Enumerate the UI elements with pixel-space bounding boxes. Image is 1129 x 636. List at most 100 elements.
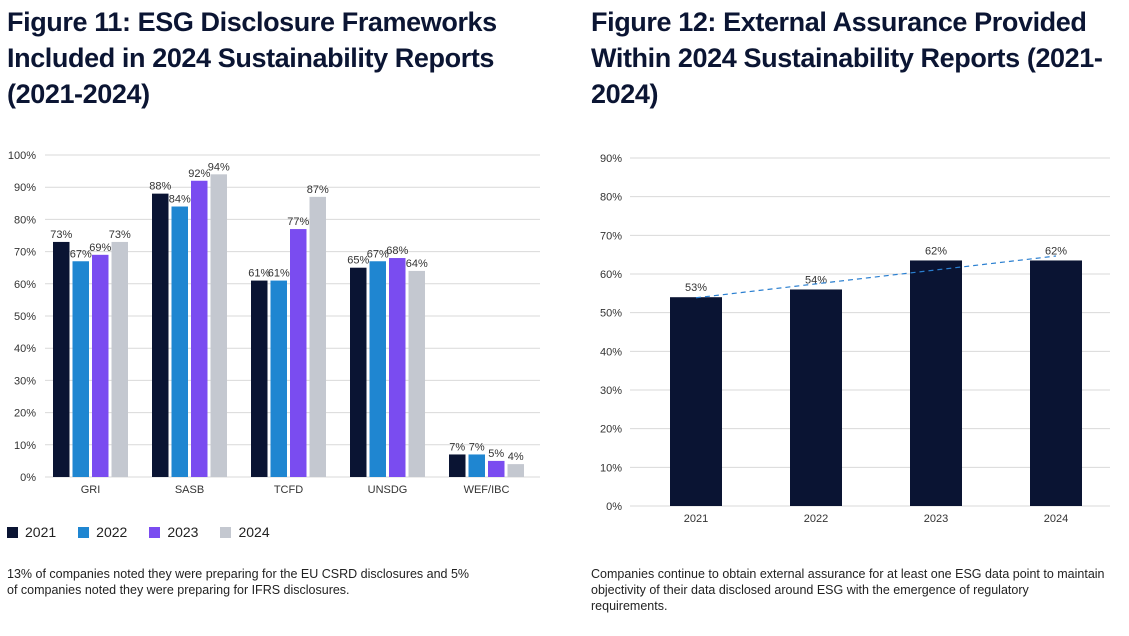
legend-label: 2023 bbox=[167, 524, 199, 540]
bar-tcfd-2023 bbox=[290, 229, 307, 477]
y-tick-label: 20% bbox=[600, 424, 622, 436]
y-tick-label: 10% bbox=[600, 462, 622, 474]
data-label: 61% bbox=[248, 268, 270, 280]
bar-gri-2021 bbox=[53, 241, 70, 477]
data-label: 88% bbox=[149, 181, 171, 193]
y-tick-label: 40% bbox=[14, 343, 36, 355]
figure-11-title: Figure 11: ESG Disclosure Frameworks Inc… bbox=[7, 7, 497, 109]
bar-sasb-2023 bbox=[191, 180, 208, 477]
data-label: 67% bbox=[70, 248, 92, 260]
legend-label: 2021 bbox=[25, 524, 57, 540]
legend-swatch bbox=[7, 526, 18, 538]
x-tick-label: UNSDG bbox=[368, 484, 408, 496]
bar-wefibc-2022 bbox=[468, 454, 485, 477]
figure-12-title: Figure 12: External Assurance Provided W… bbox=[591, 7, 1103, 109]
y-tick-label: 10% bbox=[14, 440, 36, 452]
y-tick-label: 80% bbox=[14, 214, 36, 226]
legend-item-2024: 2024 bbox=[220, 524, 270, 540]
data-label: 62% bbox=[925, 245, 947, 257]
bar-2022 bbox=[790, 289, 842, 506]
data-label: 64% bbox=[406, 258, 428, 270]
data-label: 92% bbox=[188, 168, 210, 180]
bar-wefibc-2023 bbox=[488, 460, 505, 477]
legend-item-2021: 2021 bbox=[7, 524, 56, 540]
x-tick-label: TCFD bbox=[274, 484, 303, 496]
y-tick-label: 70% bbox=[14, 247, 36, 259]
bar-2023 bbox=[910, 260, 962, 506]
y-tick-label: 60% bbox=[600, 269, 622, 281]
data-label: 73% bbox=[50, 229, 72, 241]
y-tick-label: 60% bbox=[14, 279, 36, 291]
figure-11-panel: Figure 11: ESG Disclosure Frameworks Inc… bbox=[0, 0, 560, 636]
y-tick-label: 70% bbox=[600, 230, 622, 242]
data-label: 84% bbox=[169, 194, 191, 206]
bar-wefibc-2024 bbox=[507, 464, 524, 477]
bar-sasb-2024 bbox=[210, 174, 227, 477]
bar-tcfd-2024 bbox=[309, 196, 326, 478]
data-label: 69% bbox=[89, 242, 111, 254]
x-tick-label: GRI bbox=[81, 484, 101, 496]
y-tick-label: 0% bbox=[606, 501, 622, 513]
data-label: 94% bbox=[208, 161, 230, 173]
bar-tcfd-2021 bbox=[251, 280, 268, 477]
data-label: 61% bbox=[268, 268, 290, 280]
data-label: 7% bbox=[469, 441, 485, 453]
data-label: 65% bbox=[347, 255, 369, 267]
bar-sasb-2021 bbox=[152, 193, 169, 477]
data-label: 68% bbox=[386, 245, 408, 257]
figure-11-legend: 2021 2022 2023 2024 bbox=[7, 524, 292, 540]
legend-item-2023: 2023 bbox=[149, 524, 198, 540]
bar-gri-2023 bbox=[92, 254, 109, 477]
bar-gri-2024 bbox=[111, 241, 128, 477]
data-label: 54% bbox=[805, 274, 827, 286]
bar-unsdg-2023 bbox=[389, 258, 406, 477]
x-tick-label: WEF/IBC bbox=[464, 484, 510, 496]
bar-2024 bbox=[1030, 260, 1082, 506]
trendline bbox=[695, 255, 1057, 299]
legend-swatch bbox=[220, 526, 232, 538]
data-label: 87% bbox=[307, 184, 329, 196]
data-label: 67% bbox=[367, 248, 389, 260]
figure-12-panel: Figure 12: External Assurance Provided W… bbox=[585, 0, 1129, 636]
x-tick-label: 2022 bbox=[804, 513, 828, 525]
legend-item-2022: 2022 bbox=[78, 524, 127, 540]
y-tick-label: 80% bbox=[600, 192, 622, 204]
data-label: 7% bbox=[449, 441, 465, 453]
bar-unsdg-2021 bbox=[350, 267, 367, 477]
x-tick-label: 2023 bbox=[924, 513, 948, 525]
bar-unsdg-2024 bbox=[408, 270, 425, 477]
x-tick-label: 2024 bbox=[1044, 513, 1068, 525]
figure-11-note: 13% of companies noted they were prepari… bbox=[7, 567, 470, 597]
bar-tcfd-2022 bbox=[270, 280, 287, 477]
y-tick-label: 90% bbox=[600, 153, 622, 165]
data-label: 77% bbox=[287, 216, 309, 228]
y-tick-label: 30% bbox=[14, 375, 36, 387]
bar-2021 bbox=[670, 297, 722, 506]
data-label: 53% bbox=[685, 282, 707, 294]
bar-wefibc-2021 bbox=[449, 454, 466, 477]
x-tick-label: SASB bbox=[175, 484, 204, 496]
y-tick-label: 20% bbox=[14, 408, 36, 420]
y-tick-label: 30% bbox=[600, 385, 622, 397]
data-label: 73% bbox=[109, 229, 131, 241]
legend-swatch bbox=[149, 526, 161, 538]
y-tick-label: 100% bbox=[8, 150, 36, 162]
figure-11-chart: 0%10%20%30%40%50%60%70%80%90%100%73%67%6… bbox=[8, 150, 540, 496]
legend-swatch bbox=[78, 526, 90, 538]
y-tick-label: 90% bbox=[14, 182, 36, 194]
legend-label: 2024 bbox=[238, 524, 270, 540]
figure-12-chart: 0% 10% 20% 30% 40% 50% 60% 70% 80% 90% 53% 2021 54% 2… bbox=[600, 153, 1110, 525]
data-label: 5% bbox=[488, 448, 504, 460]
bar-gri-2022 bbox=[72, 261, 89, 477]
data-label: 62% bbox=[1045, 245, 1067, 257]
legend-label: 2022 bbox=[96, 524, 128, 540]
figure-12-note: Companies continue to obtain external as… bbox=[591, 567, 1105, 613]
bar-sasb-2022 bbox=[171, 206, 188, 477]
bar-unsdg-2022 bbox=[369, 261, 386, 477]
y-tick-label: 50% bbox=[600, 308, 622, 320]
y-tick-label: 0% bbox=[20, 472, 36, 484]
x-tick-label: 2021 bbox=[684, 513, 708, 525]
y-tick-label: 50% bbox=[14, 311, 36, 323]
data-label: 4% bbox=[508, 451, 524, 463]
y-tick-label: 40% bbox=[600, 346, 622, 358]
